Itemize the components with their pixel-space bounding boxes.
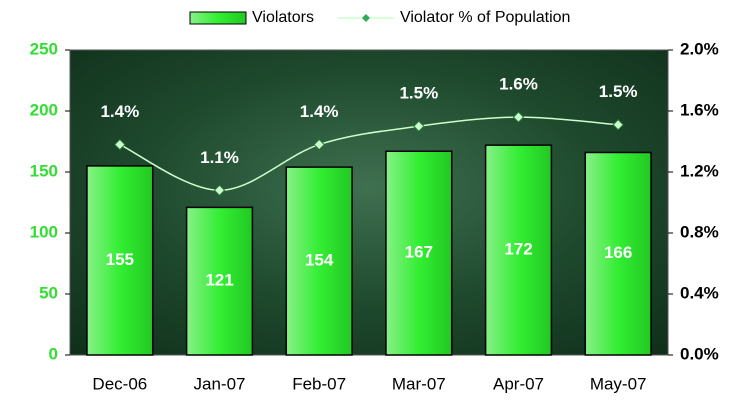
bar-label: 154 [305,251,334,270]
y-tick-label: 50 [39,283,58,302]
bar [385,150,453,356]
legend-swatch [189,11,247,25]
y-tick-label: 0 [49,344,58,363]
bar-label: 167 [405,243,433,262]
y-tick-label: 150 [30,161,58,180]
point-label: 1.5% [599,82,638,101]
point-label: 1.1% [200,148,239,167]
y2-tick-label: 0.0% [680,344,719,363]
bar-label: 121 [205,271,233,290]
legend-label: Violators [252,9,314,26]
y-tick-label: 250 [30,39,58,58]
line [119,116,619,192]
y2-tick-label: 0.8% [680,222,719,241]
point-label: 1.5% [399,84,438,103]
line-marker [114,138,126,151]
y-tick-label: 200 [30,100,58,119]
x-tick-label: Feb-07 [292,374,346,393]
point-label: 1.4% [300,102,339,121]
bar [484,144,553,356]
line-marker [413,120,425,132]
point-label: 1.4% [100,102,139,121]
y2-tick-label: 0.4% [680,283,719,302]
x-tick-label: Dec-06 [92,374,147,393]
x-tick-label: Jan-07 [194,374,246,393]
x-tick-label: May-07 [590,374,647,393]
bar [584,151,652,356]
y-tick-label: 100 [30,222,58,241]
line-marker [313,138,325,151]
line-marker [512,111,525,123]
bar-label: 155 [106,250,134,269]
bar-label: 172 [504,240,532,259]
bar [185,206,254,356]
y2-tick-label: 2.0% [680,39,719,58]
plot-area [69,49,669,356]
legend-label: Violator % of Population [400,9,570,26]
x-tick-label: Mar-07 [392,374,446,393]
bar-label: 166 [604,243,632,262]
bar [86,165,154,356]
point-label: 1.6% [499,75,538,94]
line-marker [612,119,624,131]
y2-tick-label: 1.2% [680,161,719,180]
y2-tick-label: 1.6% [680,100,719,119]
x-tick-label: Apr-07 [493,374,544,393]
legend-marker [361,14,370,22]
bar [285,166,353,356]
line-marker [213,184,226,197]
